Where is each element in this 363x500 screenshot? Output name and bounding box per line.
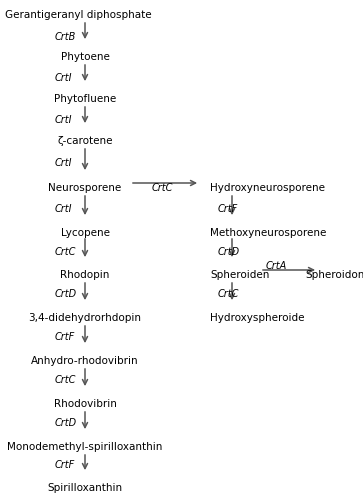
Text: Hydroxyspheroide: Hydroxyspheroide	[210, 313, 305, 323]
Text: Spheroiden: Spheroiden	[210, 270, 269, 280]
Text: CrtC: CrtC	[218, 289, 239, 299]
Text: ζ-carotene: ζ-carotene	[57, 136, 113, 146]
Text: Phytofluene: Phytofluene	[54, 94, 116, 104]
Text: CrtD: CrtD	[55, 289, 77, 299]
Text: Lycopene: Lycopene	[61, 228, 110, 238]
Text: CrtI: CrtI	[55, 115, 73, 125]
Text: Hydroxyneurosporene: Hydroxyneurosporene	[210, 183, 325, 193]
Text: Monodemethyl-spirilloxanthin: Monodemethyl-spirilloxanthin	[7, 442, 163, 452]
Text: CrtF: CrtF	[55, 332, 75, 342]
Text: Rhodopin: Rhodopin	[60, 270, 110, 280]
Text: Methoxyneurosporene: Methoxyneurosporene	[210, 228, 326, 238]
Text: CrtD: CrtD	[55, 418, 77, 428]
Text: CrtI: CrtI	[55, 204, 73, 214]
Text: CrtF: CrtF	[55, 460, 75, 470]
Text: Neurosporene: Neurosporene	[48, 183, 122, 193]
Text: Gerantigeranyl diphosphate: Gerantigeranyl diphosphate	[5, 10, 152, 20]
Text: CrtB: CrtB	[55, 32, 76, 42]
Text: Anhydro-rhodovibrin: Anhydro-rhodovibrin	[31, 356, 139, 366]
Text: Spirilloxanthin: Spirilloxanthin	[48, 483, 123, 493]
Text: Spheroidone: Spheroidone	[305, 270, 363, 280]
Text: CrtI: CrtI	[55, 73, 73, 83]
Text: CrtA: CrtA	[266, 261, 287, 271]
Text: CrtC: CrtC	[152, 183, 174, 193]
Text: CrtF: CrtF	[218, 204, 238, 214]
Text: CrtC: CrtC	[55, 375, 76, 385]
Text: CrtC: CrtC	[55, 247, 76, 257]
Text: CrtD: CrtD	[218, 247, 240, 257]
Text: CrtI: CrtI	[55, 158, 73, 168]
Text: Phytoene: Phytoene	[61, 52, 109, 62]
Text: 3,4-didehydrorhdopin: 3,4-didehydrorhdopin	[29, 313, 142, 323]
Text: Rhodovibrin: Rhodovibrin	[54, 399, 117, 409]
